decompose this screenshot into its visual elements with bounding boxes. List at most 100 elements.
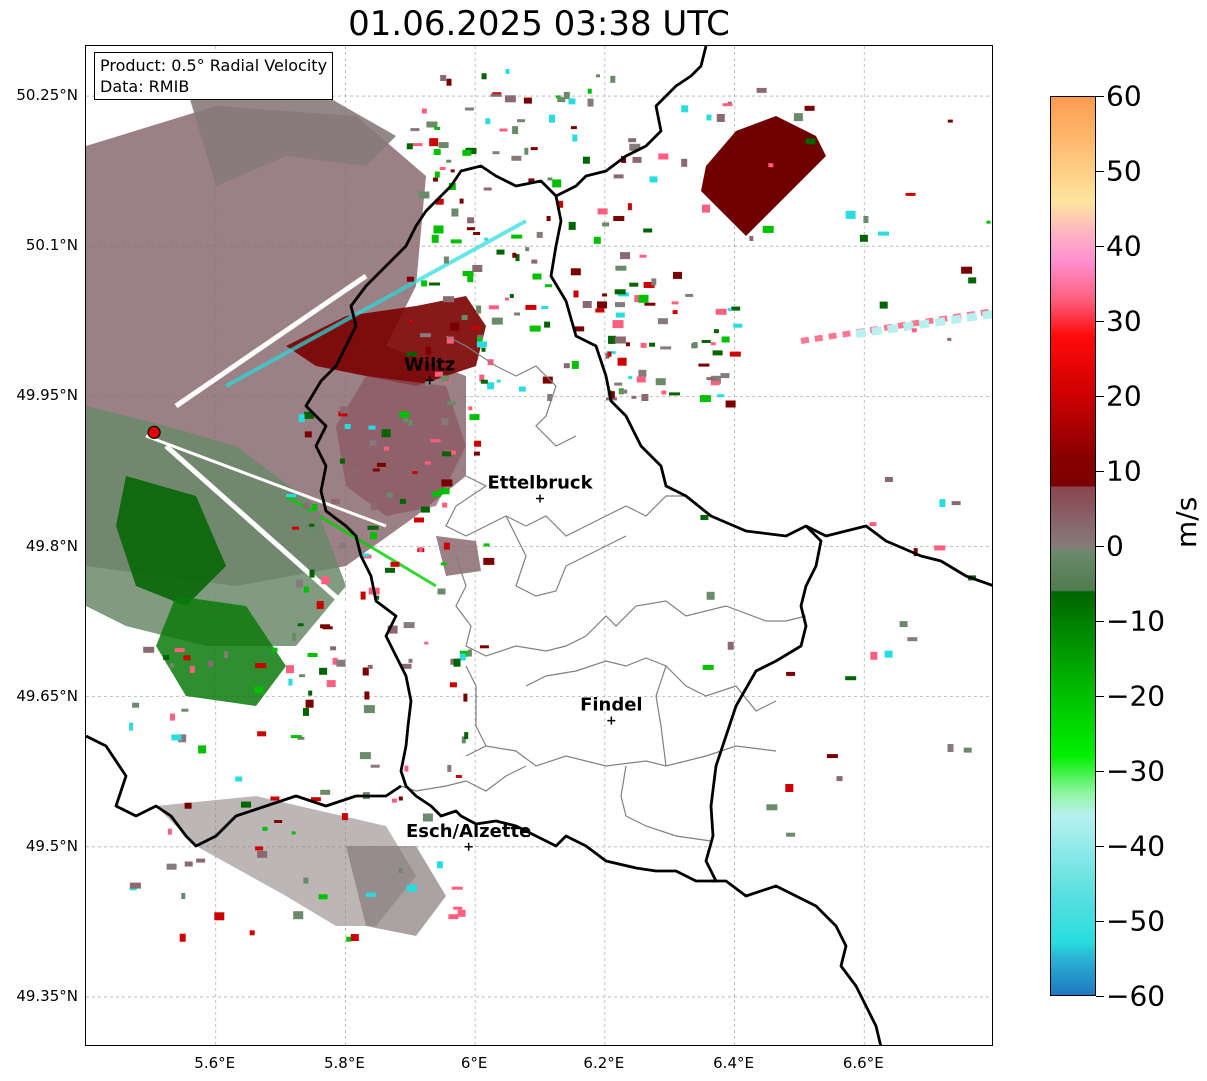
echo-pixel — [292, 526, 299, 530]
echo-pixel — [198, 745, 207, 754]
echo-pixel — [496, 249, 505, 255]
echo-pixel — [968, 277, 977, 284]
echo-pixel — [420, 506, 430, 513]
city-markers: Wiltz Ettelbruck Findel Esch/Alzette — [404, 354, 643, 851]
echo-pixel — [499, 128, 508, 132]
echo-pixel — [563, 363, 570, 369]
echo-pixel — [672, 310, 678, 315]
colorbar-tick-label: 40 — [1106, 229, 1142, 263]
echo-area-grey-south — [156, 796, 416, 926]
echo-pixel — [440, 562, 447, 566]
echo-pixel — [399, 498, 406, 504]
echo-pixel — [406, 352, 417, 357]
echo-pixel — [404, 765, 409, 772]
echo-pixel — [129, 882, 141, 889]
echo-pixel — [947, 119, 953, 123]
echo-pixel — [129, 722, 134, 731]
echo-pixel — [316, 601, 324, 609]
echo-pixel — [271, 647, 278, 652]
echo-pixel — [224, 651, 229, 659]
echo-pixel — [470, 326, 480, 330]
echo-pixel — [518, 386, 526, 392]
germany-border-east — [805, 524, 992, 587]
echo-pixel — [392, 798, 397, 803]
echo-pixel — [549, 114, 555, 123]
echo-pixel — [466, 227, 475, 231]
echo-pixel — [178, 734, 187, 743]
colorbar-tick-mark — [1096, 546, 1104, 547]
echo-pixel — [555, 95, 561, 99]
echo-pixel — [254, 686, 264, 694]
echo-pixel — [351, 469, 357, 473]
echo-pixel — [442, 451, 452, 457]
echo-pixel — [363, 705, 375, 714]
belgium-france-border — [86, 734, 402, 848]
echo-pixel — [364, 691, 370, 700]
echo-pixel — [473, 232, 481, 235]
echo-pixel — [568, 98, 576, 105]
echo-pixel — [514, 312, 521, 316]
echo-pixel — [321, 576, 330, 585]
echo-pixel — [464, 107, 474, 111]
echo-pixel — [461, 315, 468, 320]
echo-pixel — [441, 479, 453, 487]
echo-area-green-2 — [156, 596, 286, 706]
echo-pixel — [899, 621, 908, 628]
echo-pixel — [464, 732, 469, 740]
echo-pixel — [525, 304, 537, 310]
colorbar-tick-mark — [1096, 846, 1104, 847]
echo-pixel — [453, 906, 463, 910]
echo-pixel — [568, 221, 576, 230]
product-label: Product: 0.5° Radial Velocity — [100, 56, 328, 75]
echo-pixel — [181, 708, 189, 712]
colorbar-tick-label: −40 — [1106, 829, 1166, 863]
echo-pixel — [303, 707, 309, 716]
echo-pixel — [474, 440, 482, 447]
echo-area-brown-east — [336, 376, 466, 516]
city-marker: Esch/Alzette — [406, 821, 531, 851]
echo-pixel — [602, 222, 610, 227]
country-borders — [86, 46, 992, 1045]
echo-pixel — [673, 271, 682, 279]
echo-pixel — [481, 73, 487, 80]
echo-pixel — [615, 312, 625, 318]
echo-pixel — [451, 886, 463, 890]
echo-pixel — [309, 523, 315, 527]
echo-streak-white2 — [164, 444, 348, 608]
echo-pixel — [434, 126, 441, 130]
echo-pixel — [587, 88, 592, 94]
echo-pixel — [706, 114, 712, 121]
echo-pixel — [319, 667, 328, 675]
radar-map[interactable]: Wiltz Ettelbruck Findel Esch/Alzette — [85, 45, 993, 1046]
echo-pixel — [698, 363, 710, 367]
echo-pixel — [845, 210, 856, 219]
echo-pixel — [288, 678, 293, 686]
echo-pixel — [552, 179, 562, 188]
echo-pixel — [419, 333, 431, 338]
echo-pixel — [174, 648, 185, 653]
echo-pixel — [905, 192, 916, 196]
echo-pixel — [459, 653, 466, 661]
echo-pixel — [573, 290, 579, 298]
echo-pixel — [441, 375, 450, 382]
echo-pixel — [571, 360, 579, 369]
france-germany-border — [711, 879, 882, 1045]
echo-pixel — [702, 664, 714, 670]
echo-pixel — [638, 369, 647, 377]
city-marker: Wiltz — [404, 354, 455, 385]
echo-pixel — [179, 933, 186, 942]
echo-pixel — [367, 664, 373, 669]
echo-pixel — [793, 113, 803, 122]
echo-pixel — [359, 752, 371, 760]
echo-pixel — [183, 655, 191, 661]
echo-pixel — [602, 293, 607, 297]
colorbar-tick-mark — [1096, 171, 1104, 172]
echo-pixel — [596, 74, 600, 78]
echo-pixel — [504, 297, 509, 301]
echo-pixel — [658, 153, 669, 160]
echo-pixel — [544, 321, 551, 328]
echo-pixel — [440, 75, 447, 81]
echo-pixel — [441, 418, 449, 426]
echo-pixel — [398, 867, 403, 873]
echo-pixel — [305, 699, 314, 708]
